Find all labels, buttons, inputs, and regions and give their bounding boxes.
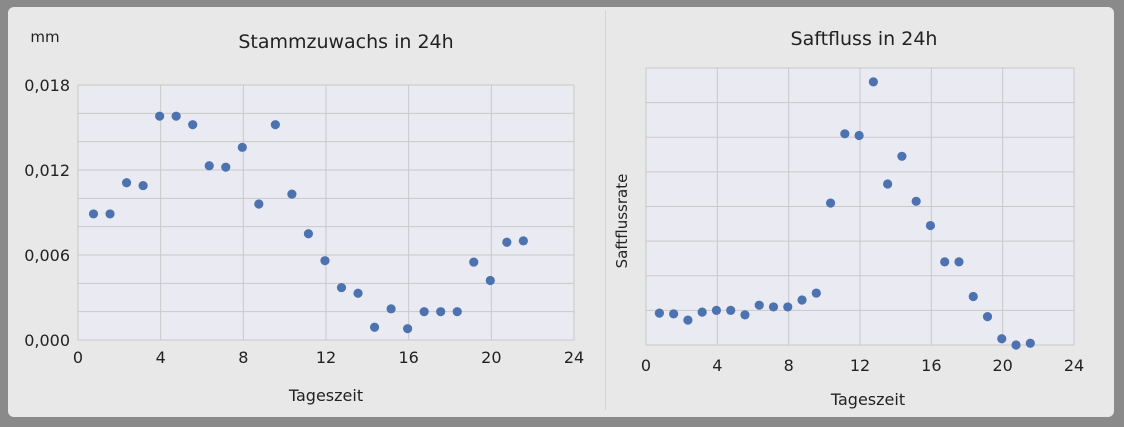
data-point	[188, 120, 198, 130]
data-point	[171, 111, 181, 121]
data-point	[868, 77, 878, 87]
data-point	[1011, 340, 1021, 350]
data-point	[502, 237, 512, 247]
data-point	[783, 302, 793, 312]
data-point	[897, 151, 907, 161]
y-unit-label: mm	[30, 28, 59, 46]
data-point	[452, 307, 462, 317]
panel-divider	[605, 10, 606, 410]
x-tick-label: 4	[712, 356, 722, 375]
data-point	[221, 162, 231, 172]
x-tick-label: 20	[992, 356, 1012, 375]
data-point	[683, 315, 693, 325]
data-point	[469, 257, 479, 267]
x-tick-label: 8	[238, 348, 248, 367]
data-point	[883, 179, 893, 189]
data-point	[825, 198, 836, 208]
x-axis-label: Tageszeit	[830, 390, 905, 409]
data-point	[840, 129, 850, 139]
data-point	[270, 120, 280, 130]
data-point	[669, 309, 679, 319]
data-point	[854, 130, 864, 141]
x-tick-label: 16	[921, 356, 941, 375]
x-axis-label: Tageszeit	[288, 386, 363, 405]
data-point	[940, 257, 950, 267]
data-point	[797, 295, 807, 305]
data-point	[911, 196, 921, 206]
x-tick-label: 16	[398, 348, 418, 367]
y-tick-label: 0,018	[24, 76, 70, 95]
chart-saftfluss: Saftfluss in 24h Tageszeit Saftflussrate…	[613, 28, 1084, 409]
data-point	[518, 236, 528, 246]
data-point	[386, 304, 396, 314]
data-point	[105, 209, 115, 219]
data-point	[954, 257, 964, 267]
data-point	[711, 305, 722, 315]
data-point	[138, 180, 148, 191]
data-point	[237, 142, 247, 152]
data-point	[726, 305, 736, 315]
y-tick-label: 0,000	[24, 331, 70, 350]
x-tick-label: 4	[156, 348, 166, 367]
y-axis-label: Saftflussrate	[613, 174, 631, 269]
y-tick-label: 0,012	[24, 161, 70, 180]
data-point	[925, 220, 936, 231]
data-point	[654, 308, 664, 318]
data-point	[155, 111, 165, 121]
x-tick-label: 24	[564, 348, 584, 367]
data-point	[204, 161, 214, 171]
x-tick-label: 20	[481, 348, 501, 367]
data-point	[740, 310, 750, 320]
data-point	[1025, 338, 1035, 348]
data-point	[336, 282, 347, 293]
x-tick-label: 0	[641, 356, 651, 375]
data-point	[436, 307, 446, 317]
chart-title: Stammzuwachs in 24h	[238, 31, 453, 53]
chart-stammzuwachs: Stammzuwachs in 24h mm Tageszeit 0 4 8 12 16…	[24, 28, 584, 405]
x-tick-label: 0	[73, 348, 83, 367]
data-point	[88, 209, 99, 219]
data-point	[287, 189, 297, 199]
data-point	[353, 288, 363, 298]
x-tick-label: 24	[1064, 356, 1084, 375]
data-point	[254, 199, 264, 209]
y-tick-label: 0,006	[24, 246, 70, 265]
data-point	[754, 300, 764, 310]
data-point	[768, 302, 779, 312]
data-point	[697, 307, 707, 317]
data-point	[968, 291, 978, 302]
data-point	[303, 229, 314, 239]
data-point	[369, 322, 380, 332]
data-point	[811, 288, 821, 298]
data-point	[982, 312, 993, 322]
x-tick-label: 12	[316, 348, 336, 367]
data-point	[320, 256, 330, 266]
x-tick-label: 12	[850, 356, 870, 375]
data-point	[403, 324, 413, 334]
data-point	[419, 307, 429, 317]
data-point	[485, 275, 495, 286]
chart-title: Saftfluss in 24h	[791, 28, 938, 50]
data-point	[121, 178, 132, 188]
x-tick-label: 8	[784, 356, 794, 375]
data-point	[997, 334, 1007, 344]
